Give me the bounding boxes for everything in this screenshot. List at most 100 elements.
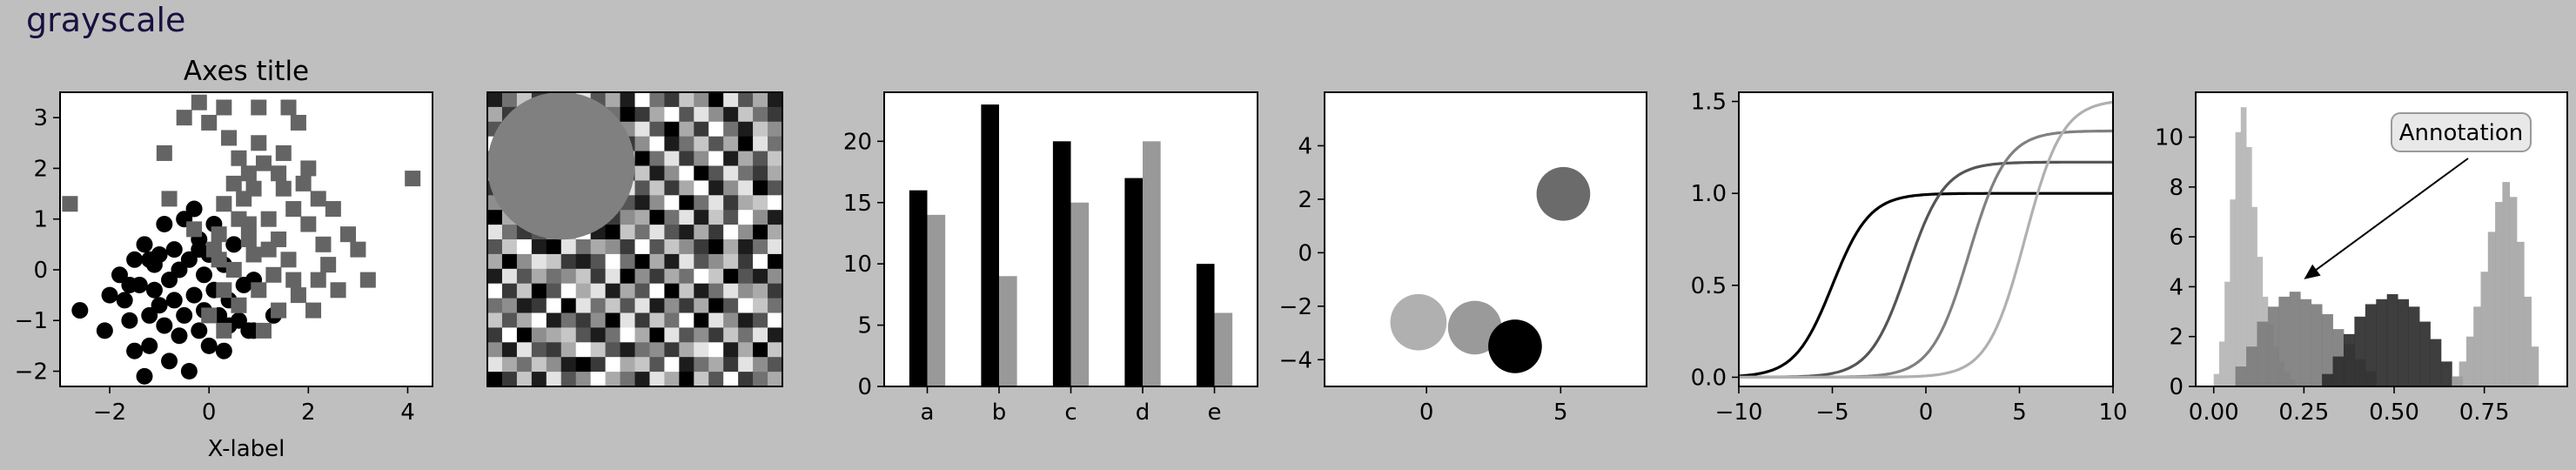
circles-ytick-label: −2	[1279, 294, 1312, 320]
bars-xtick-label: c	[1064, 400, 1077, 426]
image-cell	[634, 180, 650, 196]
image-cell	[679, 121, 694, 138]
image-cell	[546, 327, 562, 343]
image-cell	[753, 180, 768, 196]
image-cell	[708, 342, 724, 358]
image-cell	[723, 121, 739, 138]
image-cell	[694, 342, 709, 358]
image-cell	[620, 210, 635, 225]
bar	[1214, 312, 1233, 386]
scatter-point-circle	[165, 241, 183, 258]
figure-suptitle: grayscale	[26, 1, 185, 39]
sigmoids-xtick-label: 5	[2012, 400, 2027, 426]
scatter-point-square	[251, 135, 267, 151]
scatter-point-circle	[111, 266, 128, 284]
image-cell	[634, 225, 650, 240]
image-cell	[768, 239, 783, 255]
image-cell	[753, 225, 768, 240]
scatter-point-square	[216, 99, 232, 116]
bar	[927, 214, 946, 386]
hist-bar	[2465, 336, 2474, 386]
image-cell	[768, 151, 783, 166]
scatter-point-square	[176, 110, 192, 126]
scatter-point-circle	[171, 327, 188, 345]
image-cell	[634, 136, 650, 152]
image-cell	[620, 342, 635, 358]
image-cell	[753, 151, 768, 166]
circles-frame	[1324, 91, 1647, 387]
scatter-point-square	[310, 272, 326, 288]
image-cell	[753, 210, 768, 225]
image-cell	[694, 92, 709, 108]
image-cell	[768, 136, 783, 152]
scatter-point-circle	[180, 363, 198, 380]
image-cell	[620, 268, 635, 285]
hist-bar	[2322, 373, 2333, 386]
scatter-point-square	[240, 232, 257, 247]
image-cell	[649, 298, 665, 313]
image-cell	[768, 342, 783, 358]
image-cell	[649, 121, 665, 138]
scatter-point-circle	[101, 286, 118, 304]
hist-bar	[2502, 182, 2511, 386]
image-cell	[694, 121, 709, 138]
image-cell	[664, 298, 680, 313]
image-cell	[605, 283, 621, 299]
scatter-point-square	[300, 160, 317, 177]
image-cell	[516, 312, 533, 328]
scatter-point-square	[275, 144, 292, 161]
image-cell	[723, 210, 739, 225]
hist-bar	[2257, 321, 2269, 386]
image-cell	[768, 195, 783, 211]
scatter-point-square	[265, 266, 282, 283]
image-cell	[664, 268, 680, 285]
image-cell	[738, 268, 754, 285]
scatter-point-circle	[156, 317, 173, 334]
scatter-point-square	[260, 241, 277, 258]
hist-bar	[2495, 202, 2503, 386]
image-cell	[634, 106, 650, 123]
image-cell	[738, 327, 754, 343]
image-cell	[753, 239, 768, 255]
image-cell	[753, 136, 768, 152]
image-cell	[501, 298, 518, 313]
image-cell	[708, 121, 724, 138]
image-cell	[708, 372, 724, 387]
hist-bar	[2251, 206, 2257, 386]
sigmoids-xtick-label: 10	[2098, 400, 2127, 426]
scatter-xlabel: X-label	[208, 436, 285, 462]
hist-bar	[2459, 361, 2467, 386]
sigmoids-ytick-label: 0.0	[1691, 365, 1727, 391]
image-cell	[634, 121, 650, 138]
bar	[1052, 141, 1071, 387]
image-cell	[694, 151, 709, 166]
annotation-box	[2391, 112, 2532, 152]
image-cell	[605, 225, 621, 240]
image-cell	[649, 342, 665, 358]
circles-ytick-label: −4	[1279, 347, 1312, 373]
scatter-point-circle	[180, 251, 198, 268]
image-cell	[679, 165, 694, 181]
scatter-point-square	[280, 252, 297, 268]
bar	[1143, 141, 1161, 387]
image-cell	[768, 312, 783, 328]
scatter-point-square	[216, 322, 232, 339]
image-cell	[546, 268, 562, 285]
bar	[1124, 178, 1143, 386]
image-cell	[516, 268, 533, 285]
image-cell	[516, 372, 533, 387]
image-cell	[649, 165, 665, 181]
image-cell	[723, 136, 739, 152]
hist-ytick-label: 6	[2169, 225, 2184, 251]
image-cell	[694, 195, 709, 211]
sigmoids-background	[1739, 92, 2113, 386]
scatter-point-square	[225, 175, 242, 191]
scatter-point-square	[255, 322, 272, 339]
hist-bar	[2322, 313, 2333, 386]
image-cell	[560, 239, 577, 255]
image-cell	[560, 312, 577, 328]
image-cell	[605, 239, 621, 255]
image-cell	[620, 357, 635, 373]
hist-bar	[2408, 306, 2420, 386]
image-cell	[694, 106, 709, 123]
